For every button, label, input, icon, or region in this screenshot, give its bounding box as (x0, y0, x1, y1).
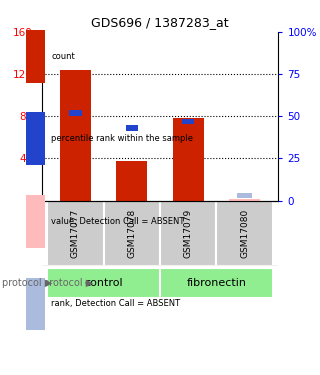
Text: rank, Detection Call = ABSENT: rank, Detection Call = ABSENT (51, 299, 180, 308)
Text: value, Detection Call = ABSENT: value, Detection Call = ABSENT (51, 217, 185, 226)
Text: percentile rank within the sample: percentile rank within the sample (51, 134, 193, 143)
Text: GSM17079: GSM17079 (184, 209, 193, 258)
Text: GSM17077: GSM17077 (71, 209, 80, 258)
Bar (69, 110, 82, 116)
Text: protocol ▶: protocol ▶ (43, 278, 93, 288)
Text: count: count (51, 52, 75, 61)
Bar (160, 201, 216, 266)
Text: fibronectin: fibronectin (186, 278, 246, 288)
Text: GSM17080: GSM17080 (240, 209, 249, 258)
Bar (116, 160, 147, 201)
Bar (160, 268, 273, 298)
Bar (173, 118, 204, 201)
Bar (237, 193, 252, 198)
Bar (229, 198, 260, 201)
Bar (47, 201, 104, 266)
Bar (126, 125, 138, 131)
Title: GDS696 / 1387283_at: GDS696 / 1387283_at (91, 16, 229, 29)
Text: GSM17078: GSM17078 (127, 209, 136, 258)
Text: protocol ▶: protocol ▶ (2, 278, 52, 288)
Bar (60, 70, 91, 201)
Bar (104, 201, 160, 266)
Bar (182, 118, 194, 124)
Text: control: control (84, 278, 123, 288)
Bar (216, 201, 273, 266)
Bar (47, 268, 160, 298)
